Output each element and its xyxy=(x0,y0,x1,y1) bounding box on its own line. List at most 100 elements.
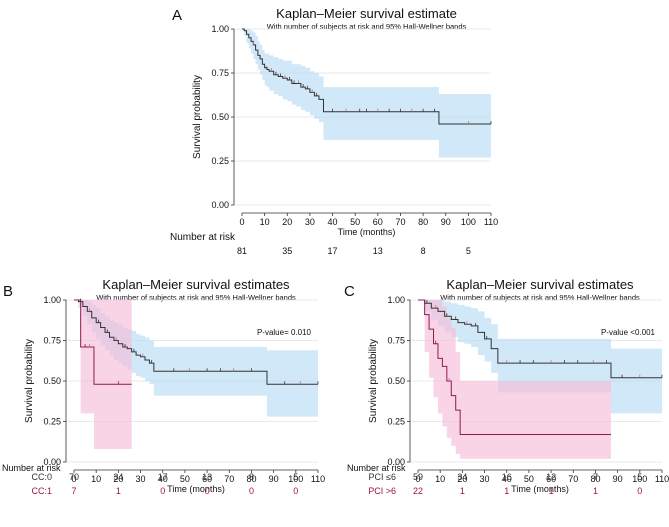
x-tick-label: 50 xyxy=(350,217,360,227)
x-tick-label: 30 xyxy=(305,217,315,227)
risk-value: 0 xyxy=(160,486,165,496)
risk-table-label: Number at risk xyxy=(170,232,236,243)
risk-value: 13 xyxy=(373,246,383,256)
x-tick-label: 60 xyxy=(202,474,212,484)
chart-subtitle: With number of subjects at risk and 95% … xyxy=(440,293,640,302)
confidence-band-0 xyxy=(74,300,318,417)
x-tick-label: 60 xyxy=(546,474,556,484)
x-axis-label: Time (months) xyxy=(511,484,569,494)
y-tick-label: 0.75 xyxy=(387,336,405,346)
x-axis-label: Time (months) xyxy=(338,227,396,237)
x-tick-label: 80 xyxy=(590,474,600,484)
y-tick-label: 0.50 xyxy=(43,376,61,386)
chart-title: Kaplan–Meier survival estimates xyxy=(446,277,634,292)
panel-letter: A xyxy=(172,7,182,24)
survival-curve-1 xyxy=(74,299,132,385)
risk-value: 5 xyxy=(293,472,298,482)
x-tick-label: 80 xyxy=(418,217,428,227)
x-tick-label: 10 xyxy=(260,217,270,227)
x-tick-label: 70 xyxy=(395,217,405,227)
risk-value: 0 xyxy=(249,486,254,496)
x-tick-label: 90 xyxy=(613,474,623,484)
y-tick-label: 0.75 xyxy=(211,68,229,78)
x-tick-label: 70 xyxy=(568,474,578,484)
risk-value: 34 xyxy=(457,472,467,482)
risk-value: 59 xyxy=(413,472,423,482)
risk-value: 1 xyxy=(116,486,121,496)
x-axis-label: Time (months) xyxy=(167,484,225,494)
risk-value: 7 xyxy=(71,486,76,496)
y-tick-label: 0.00 xyxy=(43,457,61,467)
x-tick-label: 110 xyxy=(484,217,498,227)
risk-value: 17 xyxy=(328,246,338,256)
risk-value: 0 xyxy=(205,486,210,496)
risk-value: 81 xyxy=(237,246,247,256)
survival-curve-1 xyxy=(418,299,611,435)
risk-value: 1 xyxy=(504,486,509,496)
x-tick-label: 110 xyxy=(311,474,325,484)
y-tick-label: 0.50 xyxy=(211,112,229,122)
risk-row-label: PCI ≤6 xyxy=(369,472,396,482)
x-tick-label: 40 xyxy=(502,474,512,484)
risk-value: 1 xyxy=(460,486,465,496)
x-tick-label: 50 xyxy=(524,474,534,484)
chart-title: Kaplan–Meier survival estimates xyxy=(102,277,290,292)
p-value-annotation: P-value= 0.010 xyxy=(257,328,312,337)
risk-row-label: CC:1 xyxy=(31,486,52,496)
survival-curve-0 xyxy=(242,28,491,125)
x-tick-label: 0 xyxy=(415,474,420,484)
y-axis-label: Survival probability xyxy=(368,339,379,423)
x-tick-label: 70 xyxy=(224,474,234,484)
panel-letter: C xyxy=(344,283,355,300)
p-value-annotation: P-value <0.001 xyxy=(601,328,656,337)
x-tick-label: 50 xyxy=(180,474,190,484)
risk-value: 34 xyxy=(113,472,123,482)
x-tick-label: 20 xyxy=(113,474,123,484)
x-tick-label: 100 xyxy=(461,217,476,227)
x-tick-label: 0 xyxy=(239,217,244,227)
x-tick-label: 100 xyxy=(632,474,647,484)
risk-value: 5 xyxy=(466,246,471,256)
x-tick-label: 20 xyxy=(457,474,467,484)
x-tick-label: 40 xyxy=(158,474,168,484)
x-tick-label: 30 xyxy=(480,474,490,484)
y-tick-label: 1.00 xyxy=(211,24,229,34)
x-tick-label: 30 xyxy=(136,474,146,484)
x-tick-label: 60 xyxy=(373,217,383,227)
y-tick-label: 0.25 xyxy=(387,417,405,427)
panel-letter: B xyxy=(3,283,13,300)
risk-value: 13 xyxy=(202,472,212,482)
x-tick-label: 0 xyxy=(71,474,76,484)
y-tick-label: 0.25 xyxy=(43,417,61,427)
risk-table-label: Number at risk xyxy=(2,463,61,473)
x-tick-label: 110 xyxy=(655,474,669,484)
risk-value: 12 xyxy=(546,472,556,482)
risk-row-label: PCI >6 xyxy=(368,486,396,496)
y-tick-label: 0.75 xyxy=(43,336,61,346)
risk-value: 22 xyxy=(413,486,423,496)
y-tick-label: 1.00 xyxy=(43,295,61,305)
x-tick-label: 20 xyxy=(282,217,292,227)
risk-value: 17 xyxy=(158,472,168,482)
confidence-band-0 xyxy=(242,29,491,158)
risk-value: 1 xyxy=(593,486,598,496)
risk-value: 1 xyxy=(549,486,554,496)
risk-table-label: Number at risk xyxy=(347,463,406,473)
y-tick-label: 1.00 xyxy=(387,295,405,305)
risk-value: 16 xyxy=(502,472,512,482)
chart-subtitle: With number of subjects at risk and 95% … xyxy=(267,22,467,31)
risk-value: 0 xyxy=(293,486,298,496)
x-tick-label: 90 xyxy=(269,474,279,484)
risk-value: 0 xyxy=(637,486,642,496)
risk-value: 8 xyxy=(249,472,254,482)
risk-value: 5 xyxy=(637,472,642,482)
survival-curve-0 xyxy=(418,299,662,379)
risk-row-label: CC:0 xyxy=(31,472,52,482)
x-tick-label: 10 xyxy=(91,474,101,484)
y-axis-label: Survival probability xyxy=(24,339,35,423)
y-tick-label: 0.50 xyxy=(387,376,405,386)
